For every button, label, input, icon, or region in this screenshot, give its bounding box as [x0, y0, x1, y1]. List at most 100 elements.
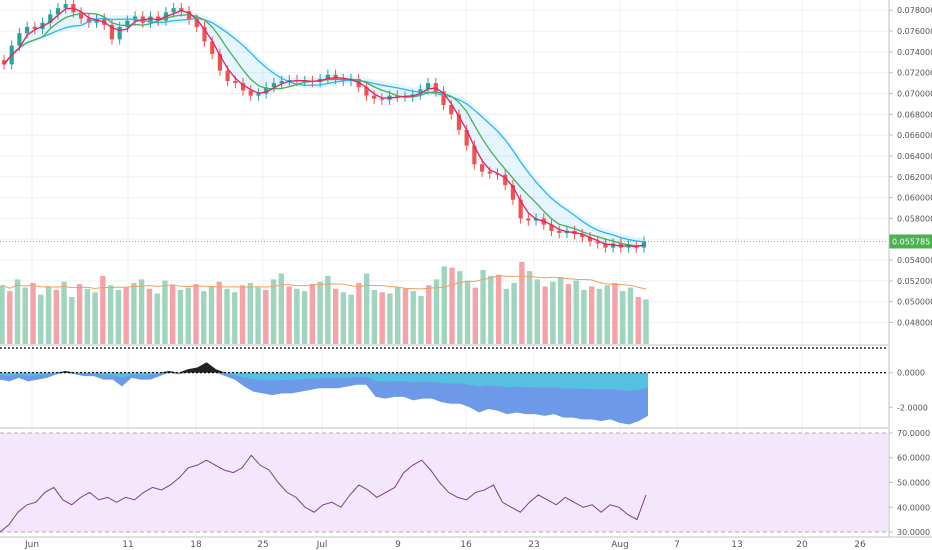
volume-bar[interactable]: [146, 288, 153, 344]
candle[interactable]: [433, 83, 438, 92]
candle[interactable]: [618, 243, 623, 248]
candle[interactable]: [210, 41, 215, 54]
candle[interactable]: [626, 245, 631, 248]
volume-bar[interactable]: [239, 285, 246, 344]
candle[interactable]: [587, 237, 593, 242]
candle[interactable]: [379, 98, 384, 100]
volume-bar[interactable]: [309, 284, 316, 344]
volume-bar[interactable]: [433, 279, 440, 344]
volume-bar[interactable]: [565, 284, 572, 344]
volume-bar[interactable]: [255, 287, 261, 344]
candle[interactable]: [302, 81, 307, 83]
candle[interactable]: [503, 174, 508, 186]
volume-bar[interactable]: [418, 295, 424, 344]
candle[interactable]: [132, 16, 138, 21]
candle[interactable]: [225, 70, 230, 82]
candle[interactable]: [109, 24, 115, 40]
volume-bar[interactable]: [53, 289, 59, 344]
volume-bar[interactable]: [325, 275, 331, 344]
volume-bar[interactable]: [84, 288, 91, 344]
volume-bar[interactable]: [270, 279, 277, 344]
volume-bar[interactable]: [45, 286, 52, 344]
candle[interactable]: [603, 243, 608, 248]
candle[interactable]: [518, 199, 523, 219]
candle[interactable]: [557, 230, 562, 233]
candle[interactable]: [148, 16, 153, 23]
volume-bar[interactable]: [596, 288, 603, 344]
volume-bar[interactable]: [154, 293, 160, 344]
candle[interactable]: [48, 14, 53, 23]
volume-bar[interactable]: [177, 289, 184, 344]
volume-bar[interactable]: [620, 291, 626, 344]
volume-bar[interactable]: [643, 299, 649, 344]
candle[interactable]: [641, 241, 647, 248]
volume-bar[interactable]: [123, 287, 129, 344]
candle[interactable]: [125, 20, 130, 27]
volume-bar[interactable]: [457, 271, 463, 344]
volume-bar[interactable]: [426, 285, 432, 344]
candle[interactable]: [117, 26, 122, 40]
volume-bar[interactable]: [193, 284, 199, 344]
volume-bar[interactable]: [201, 291, 207, 344]
volume-bar[interactable]: [76, 284, 83, 344]
candle[interactable]: [472, 145, 477, 165]
volume-bar[interactable]: [511, 282, 517, 344]
volume-bar[interactable]: [550, 281, 556, 344]
volume-bar[interactable]: [208, 286, 215, 344]
candle[interactable]: [256, 93, 261, 96]
volume-bar[interactable]: [69, 297, 75, 344]
volume-bar[interactable]: [100, 275, 106, 344]
candle[interactable]: [240, 83, 246, 91]
volume-bar[interactable]: [410, 291, 416, 344]
volume-bar[interactable]: [0, 285, 5, 344]
oscillator-panel[interactable]: [0, 347, 888, 425]
candle[interactable]: [186, 11, 192, 20]
volume-bar[interactable]: [286, 286, 292, 344]
candle[interactable]: [456, 114, 462, 130]
candle[interactable]: [364, 87, 369, 96]
volume-bar[interactable]: [488, 275, 494, 344]
candle[interactable]: [79, 12, 84, 19]
volume-bar[interactable]: [402, 288, 409, 344]
candle[interactable]: [17, 33, 22, 46]
volume-bar[interactable]: [22, 287, 28, 344]
volume-bar[interactable]: [232, 292, 238, 344]
volume-bar[interactable]: [247, 282, 253, 344]
candle[interactable]: [549, 224, 554, 231]
volume-bar[interactable]: [185, 287, 191, 344]
candle[interactable]: [194, 19, 199, 27]
volume-bar[interactable]: [395, 287, 401, 344]
candle[interactable]: [55, 8, 61, 15]
candle[interactable]: [179, 8, 184, 12]
volume-bar[interactable]: [170, 285, 176, 344]
volume-bar[interactable]: [379, 292, 385, 344]
candle[interactable]: [449, 104, 454, 115]
candle[interactable]: [611, 243, 616, 248]
candle[interactable]: [94, 18, 99, 23]
volume-bar[interactable]: [332, 288, 339, 344]
volume-bar[interactable]: [557, 277, 564, 344]
candle[interactable]: [287, 79, 292, 82]
volume-bar[interactable]: [348, 294, 354, 344]
volume-bar[interactable]: [138, 279, 145, 344]
candle[interactable]: [580, 234, 585, 238]
volume-bar[interactable]: [635, 297, 641, 344]
candle[interactable]: [1, 60, 7, 65]
volume-bar[interactable]: [472, 287, 478, 344]
candle[interactable]: [271, 83, 276, 88]
volume-bar[interactable]: [301, 291, 308, 344]
volume-bar[interactable]: [589, 286, 595, 344]
candle[interactable]: [264, 87, 269, 94]
volume-bar[interactable]: [604, 285, 610, 344]
candle[interactable]: [32, 26, 37, 29]
volume-bar[interactable]: [107, 285, 114, 344]
volume-bar[interactable]: [464, 280, 471, 344]
volume-bar[interactable]: [480, 269, 486, 344]
candle[interactable]: [86, 18, 91, 23]
candle[interactable]: [217, 53, 222, 71]
volume-bar[interactable]: [278, 273, 285, 345]
volume-bar[interactable]: [340, 292, 347, 344]
volume-bar[interactable]: [294, 288, 300, 344]
price-panel[interactable]: [0, 0, 888, 253]
